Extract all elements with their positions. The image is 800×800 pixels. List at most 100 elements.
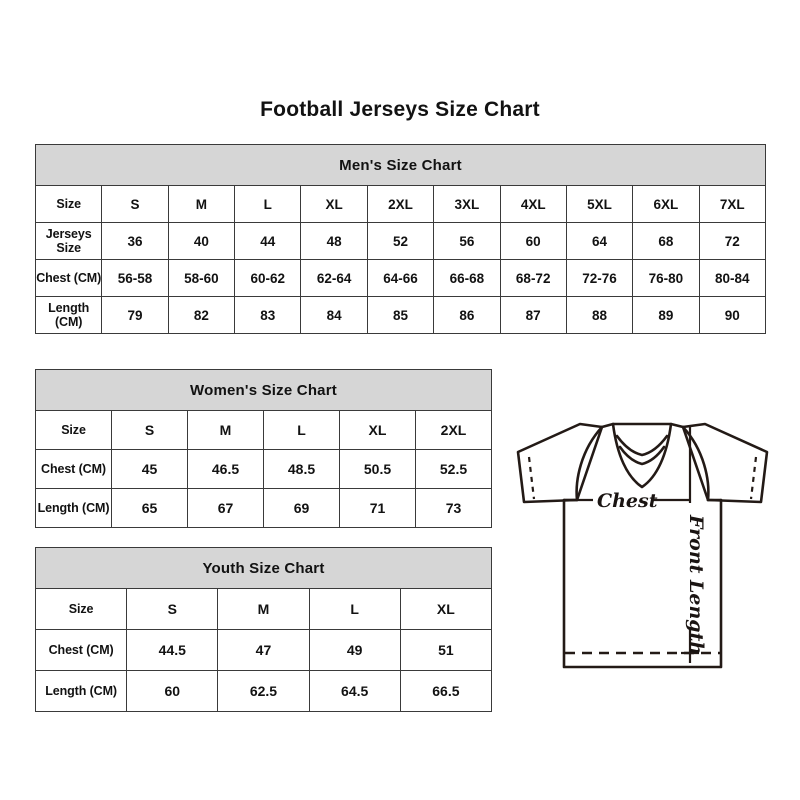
table-row: Size S M L XL 2XL 3XL 4XL 5XL 6XL 7XL xyxy=(34,185,767,223)
mens-table-body: Men's Size Chart Size S M L XL 2XL 3XL 4… xyxy=(34,144,767,334)
row-label: Chest (CM) xyxy=(35,449,112,489)
cell-length: 89 xyxy=(632,296,700,334)
cell-size: S xyxy=(126,588,219,630)
cell-chest: 52.5 xyxy=(415,449,492,489)
cell-chest: 60-62 xyxy=(234,259,302,297)
cell-size: M xyxy=(167,185,236,223)
front-length-label: Front Length xyxy=(685,514,707,655)
cell-size: S xyxy=(101,185,169,223)
cell-chest: 48.5 xyxy=(263,449,340,489)
jersey-diagram: Chest Front Length xyxy=(505,395,780,685)
cell-jerseys-size: 36 xyxy=(101,222,169,260)
cell-length: 79 xyxy=(101,296,169,334)
cell-length: 85 xyxy=(366,296,435,334)
mens-band-title: Men's Size Chart xyxy=(35,144,766,186)
cell-size: XL xyxy=(399,588,493,630)
table-row: Size S M L XL xyxy=(34,588,493,630)
cell-jerseys-size: 40 xyxy=(167,222,236,260)
cell-length: 87 xyxy=(499,296,567,334)
right-armhole-curve xyxy=(681,425,710,502)
cell-jerseys-size: 56 xyxy=(433,222,501,260)
cell-length: 84 xyxy=(300,296,368,334)
cell-jerseys-size: 64 xyxy=(565,222,634,260)
sleeve-hem-dashes-icon xyxy=(527,456,758,500)
cell-length: 60 xyxy=(126,670,219,712)
cell-chest: 58-60 xyxy=(167,259,236,297)
cell-chest: 47 xyxy=(217,629,310,671)
cell-size: 6XL xyxy=(632,185,700,223)
youth-band-title: Youth Size Chart xyxy=(35,547,492,589)
row-label: Length (CM) xyxy=(34,296,103,334)
cell-length: 71 xyxy=(339,488,416,528)
cell-chest: 80-84 xyxy=(698,259,767,297)
cell-chest: 62-64 xyxy=(300,259,368,297)
cell-chest: 76-80 xyxy=(632,259,700,297)
cell-length: 88 xyxy=(565,296,634,334)
cell-length: 67 xyxy=(187,488,264,528)
womens-table-body: Women's Size Chart Size S M L XL 2XL Che… xyxy=(35,369,492,528)
body-shape xyxy=(562,498,723,669)
table-row: Jerseys Size 36 40 44 48 52 56 60 64 68 … xyxy=(34,222,767,260)
cell-chest: 56-58 xyxy=(101,259,169,297)
chest-label: Chest xyxy=(597,490,658,512)
table-row: Size S M L XL 2XL xyxy=(35,410,492,450)
cell-jerseys-size: 52 xyxy=(366,222,435,260)
cell-length: 64.5 xyxy=(308,670,401,712)
row-label: Chest (CM) xyxy=(34,259,103,297)
cell-length: 62.5 xyxy=(217,670,310,712)
right-sleeve-shape xyxy=(681,422,769,504)
youth-band-row: Youth Size Chart xyxy=(35,547,492,589)
cell-size: XL xyxy=(339,410,416,450)
table-row: Length (CM) 65 67 69 71 73 xyxy=(35,488,492,528)
page-title: Football Jerseys Size Chart xyxy=(260,98,540,121)
cell-jerseys-size: 60 xyxy=(499,222,567,260)
cell-length: 82 xyxy=(167,296,236,334)
table-row: Length (CM) 79 82 83 84 85 86 87 88 89 9… xyxy=(34,296,767,334)
row-label: Size xyxy=(34,588,128,630)
cell-size: S xyxy=(111,410,188,450)
cell-length: 86 xyxy=(433,296,501,334)
cell-size: M xyxy=(217,588,310,630)
left-sleeve-hem-dash xyxy=(527,456,536,500)
row-label: Length (CM) xyxy=(35,488,112,528)
row-label: Chest (CM) xyxy=(34,629,128,671)
youth-size-table: Youth Size Chart Size S M L XL Chest (CM… xyxy=(34,547,493,712)
cell-chest: 44.5 xyxy=(126,629,219,671)
row-label: Size xyxy=(34,185,103,223)
table-row: Length (CM) 60 62.5 64.5 66.5 xyxy=(34,670,493,712)
mens-band-row: Men's Size Chart xyxy=(35,144,766,186)
cell-size: 2XL xyxy=(366,185,435,223)
womens-band-row: Women's Size Chart xyxy=(35,369,492,411)
row-label: Jerseys Size xyxy=(34,222,103,260)
cell-jerseys-size: 48 xyxy=(300,222,368,260)
collar-inner-line-2 xyxy=(618,445,666,466)
cell-size: 5XL xyxy=(565,185,634,223)
cell-chest: 66-68 xyxy=(433,259,501,297)
cell-size: XL xyxy=(300,185,368,223)
cell-length: 66.5 xyxy=(399,670,493,712)
cell-size: 3XL xyxy=(433,185,501,223)
table-row: Chest (CM) 56-58 58-60 60-62 62-64 64-66… xyxy=(34,259,767,297)
womens-size-table: Women's Size Chart Size S M L XL 2XL Che… xyxy=(35,369,492,528)
cell-chest: 50.5 xyxy=(339,449,416,489)
cell-size: L xyxy=(308,588,401,630)
womens-band-title: Women's Size Chart xyxy=(35,369,492,411)
cell-size: 2XL xyxy=(415,410,492,450)
left-sleeve-shape xyxy=(516,422,604,504)
front-length-measure-line xyxy=(681,425,699,663)
cell-jerseys-size: 72 xyxy=(698,222,767,260)
cell-size: 4XL xyxy=(499,185,567,223)
v-neck-outer xyxy=(600,422,685,489)
cell-chest: 72-76 xyxy=(565,259,634,297)
cell-size: M xyxy=(187,410,264,450)
cell-length: 90 xyxy=(698,296,767,334)
table-row: Chest (CM) 45 46.5 48.5 50.5 52.5 xyxy=(35,449,492,489)
mens-size-table: Men's Size Chart Size S M L XL 2XL 3XL 4… xyxy=(34,144,767,334)
cell-chest: 49 xyxy=(308,629,401,671)
cell-length: 69 xyxy=(263,488,340,528)
row-label: Size xyxy=(35,410,112,450)
cell-length: 73 xyxy=(415,488,492,528)
youth-table-body: Youth Size Chart Size S M L XL Chest (CM… xyxy=(34,547,493,712)
cell-chest: 45 xyxy=(111,449,188,489)
cell-size: 7XL xyxy=(698,185,767,223)
